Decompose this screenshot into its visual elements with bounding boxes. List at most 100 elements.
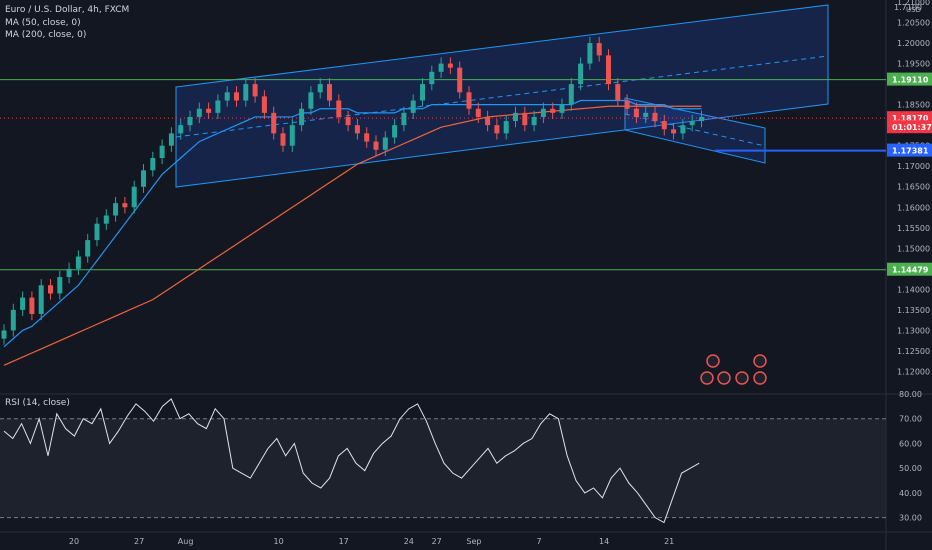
candle	[578, 63, 584, 85]
rsi-tick-label: 60.00	[899, 439, 922, 448]
price-tick-label: 1.19500	[897, 60, 930, 69]
price-tick-label: 1.16000	[897, 203, 930, 212]
rsi-tick-label: 80.00	[899, 390, 922, 399]
candle	[280, 133, 286, 146]
ma200-line	[3, 105, 702, 366]
candle	[38, 285, 44, 314]
descending-channel	[624, 97, 766, 164]
candle	[410, 100, 416, 113]
candle	[364, 133, 370, 142]
rsi-tick-label: 70.00	[899, 415, 922, 424]
candle	[317, 84, 323, 93]
candle	[447, 63, 453, 68]
candle	[271, 112, 277, 134]
price-label-box	[887, 143, 932, 157]
candle	[187, 116, 193, 126]
candle	[373, 141, 379, 150]
candle	[66, 268, 72, 278]
time-tick-label: 17	[339, 537, 349, 546]
candle	[336, 100, 342, 117]
price-tick-label: 1.13500	[897, 306, 930, 315]
price-label: 1.17381	[892, 147, 929, 156]
price-tick-label: 1.15000	[897, 244, 930, 253]
candle	[131, 186, 137, 208]
ma50-legend: MA (50, close, 0)	[5, 18, 81, 28]
time-tick-label: 27	[432, 537, 442, 546]
price-tick-label: 1.20000	[897, 39, 930, 48]
ma200-legend: MA (200, close, 0)	[5, 30, 87, 40]
candle	[466, 92, 472, 109]
time-tick-label: 10	[274, 537, 284, 546]
candle	[568, 84, 574, 105]
candle	[168, 133, 174, 146]
candle	[438, 63, 444, 72]
candle	[299, 108, 305, 126]
candle	[196, 108, 202, 117]
ma50-line	[3, 99, 702, 348]
candle	[420, 84, 425, 101]
time-tick-label: Aug	[178, 537, 194, 546]
candle	[1, 330, 7, 339]
candle	[29, 297, 35, 314]
price-tick-label: 1.20500	[897, 19, 930, 28]
chart-title: Euro / U.S. Dollar, 4h, FXCM	[5, 5, 130, 15]
candle	[531, 116, 537, 126]
price-tick-label: 1.18500	[897, 101, 930, 110]
candle	[252, 84, 258, 97]
candle	[652, 112, 658, 122]
candle	[680, 125, 686, 134]
candle	[457, 67, 463, 93]
event-marker	[700, 371, 714, 385]
rsi-legend: RSI (14, close)	[5, 398, 70, 408]
candle	[382, 137, 388, 150]
event-marker	[706, 354, 720, 368]
candle	[392, 125, 398, 138]
candle	[234, 92, 239, 101]
candle	[475, 108, 481, 117]
candle	[503, 121, 509, 134]
time-tick-label: 7	[536, 537, 541, 546]
event-marker	[717, 371, 731, 385]
candle	[401, 112, 407, 126]
price-tick-label: 1.17000	[897, 162, 930, 171]
candle	[57, 277, 63, 294]
svg-text:1.7100: 1.7100	[894, 3, 922, 12]
time-tick-label: Sep	[466, 537, 481, 546]
candle	[289, 125, 295, 146]
price-tick-label: 1.16500	[897, 183, 930, 192]
candle	[345, 116, 351, 126]
candle	[606, 55, 611, 85]
price-tick-label: 1.12000	[897, 367, 930, 376]
candle	[178, 125, 184, 134]
price-label-box	[887, 72, 932, 86]
currency-label: USD	[906, 6, 921, 14]
time-tick-label: 24	[404, 537, 414, 546]
candle	[327, 84, 332, 101]
candle	[540, 108, 546, 117]
candle	[671, 129, 677, 134]
candle	[633, 108, 639, 117]
price-tick-label: 1.12500	[897, 347, 930, 356]
candle	[20, 297, 26, 310]
candle	[643, 112, 649, 117]
candle	[150, 158, 156, 171]
candle	[624, 100, 630, 109]
candle	[224, 92, 230, 101]
price-label-box	[887, 262, 932, 276]
candle	[689, 121, 695, 126]
candle	[550, 108, 556, 113]
rsi-tick-label: 50.00	[899, 464, 922, 473]
event-marker	[735, 371, 749, 385]
candle	[122, 203, 128, 208]
time-tick-label: 27	[134, 537, 144, 546]
price-label: 1.19110	[892, 76, 929, 85]
event-marker	[753, 354, 767, 368]
price-tick-label: 1.15500	[897, 224, 930, 233]
candle	[48, 285, 53, 294]
candle	[75, 256, 81, 269]
candle	[85, 240, 91, 257]
candle	[615, 84, 621, 101]
price-label: 1.14479	[892, 266, 929, 275]
price-label: 1.18170	[892, 114, 929, 123]
